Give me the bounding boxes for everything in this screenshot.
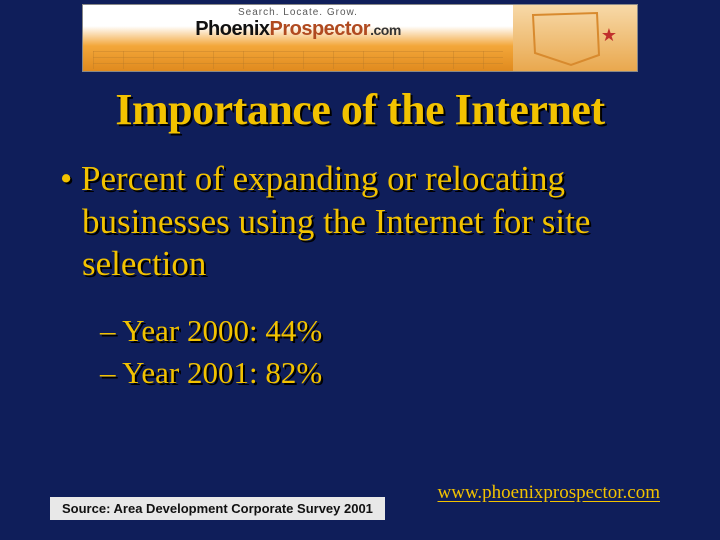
star-icon: ★: [601, 25, 617, 46]
banner-tagline: Search. Locate. Grow.: [238, 7, 358, 18]
banner-right: ★: [513, 5, 637, 71]
sub-bullet-item: Year 2000: 44%: [100, 310, 680, 352]
header-banner: Search. Locate. Grow. PhoenixProspector.…: [82, 4, 638, 72]
sub-bullet-item: Year 2001: 82%: [100, 352, 680, 394]
website-url: www.phoenixprospector.com: [438, 482, 661, 504]
arizona-outline-icon: [527, 11, 609, 67]
main-bullet: Percent of expanding or relocating busin…: [60, 158, 680, 286]
sub-bullet-list: Year 2000: 44% Year 2001: 82%: [100, 310, 680, 394]
brand-prospector: Prospector: [270, 18, 371, 40]
banner-brand: PhoenixProspector.com: [195, 18, 401, 41]
banner-left: Search. Locate. Grow. PhoenixProspector.…: [83, 5, 513, 71]
brand-dotcom: .com: [370, 22, 401, 38]
banner-grid-decoration: [93, 51, 503, 69]
brand-phoenix: Phoenix: [195, 18, 269, 40]
slide-title: Importance of the Internet: [0, 84, 720, 135]
source-citation: Source: Area Development Corporate Surve…: [50, 497, 385, 520]
